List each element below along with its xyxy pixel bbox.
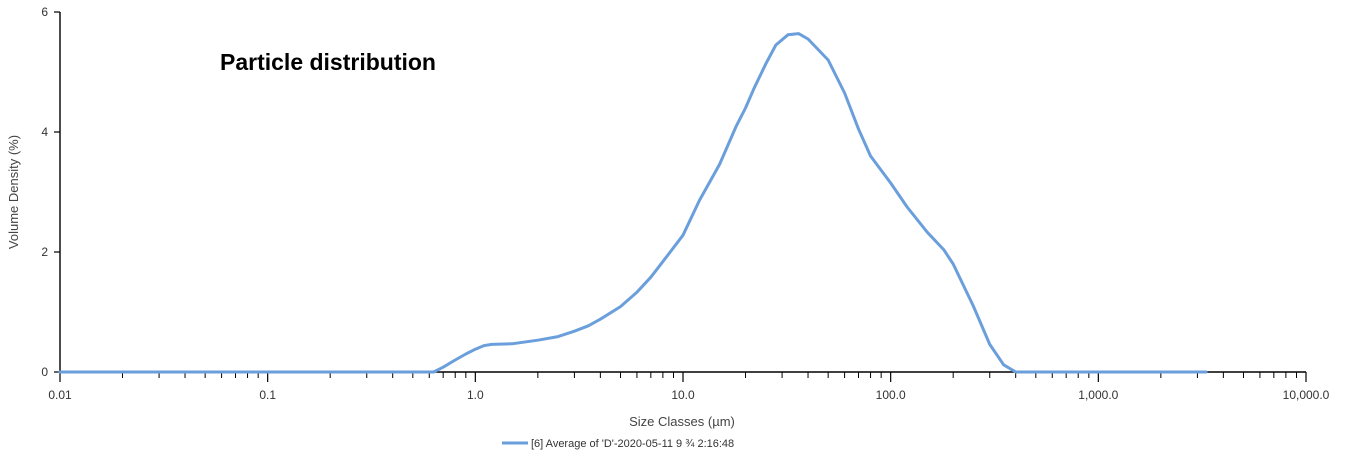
legend-label: [6] Average of 'D'-2020-05-11 9 ¾ 2:16:4… bbox=[531, 438, 734, 450]
series-layer bbox=[58, 32, 1208, 374]
x-tick-label: 0.01 bbox=[48, 388, 72, 402]
x-tick-label: 1.0 bbox=[467, 388, 484, 402]
x-axis-label: Size Classes (µm) bbox=[629, 414, 735, 429]
x-tick-label: 100.0 bbox=[876, 388, 906, 402]
chart-annotation-title: Particle distribution bbox=[220, 49, 436, 75]
y-tick-label: 4 bbox=[41, 125, 48, 139]
y-tick-label: 0 bbox=[41, 365, 48, 379]
series-line bbox=[58, 32, 1208, 374]
y-axis-label: Volume Density (%) bbox=[6, 135, 21, 249]
y-tick-label: 6 bbox=[41, 5, 48, 19]
x-tick-label: 0.1 bbox=[259, 388, 276, 402]
x-tick-label: 10,000.0 bbox=[1283, 388, 1330, 402]
y-tick-label: 2 bbox=[41, 245, 48, 259]
x-tick-label: 10.0 bbox=[671, 388, 695, 402]
x-tick-label: 1,000.0 bbox=[1078, 388, 1118, 402]
legend: [6] Average of 'D'-2020-05-11 9 ¾ 2:16:4… bbox=[502, 438, 734, 450]
